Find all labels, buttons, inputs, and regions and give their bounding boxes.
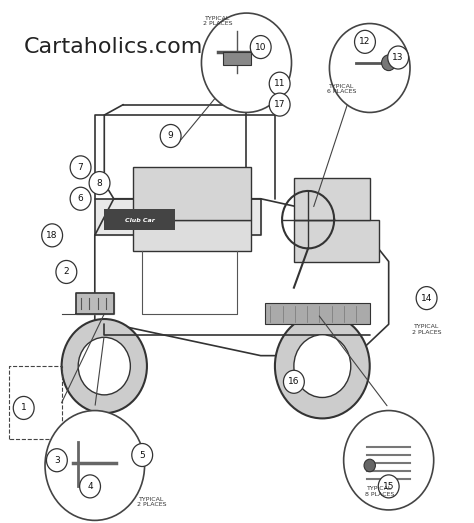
Text: 6: 6 (78, 194, 83, 203)
Text: TYPICAL
2 PLACES: TYPICAL 2 PLACES (203, 16, 233, 26)
Circle shape (355, 30, 375, 53)
Circle shape (42, 224, 63, 247)
Bar (294, 220, 379, 262)
Circle shape (78, 337, 130, 395)
Circle shape (13, 396, 34, 419)
Polygon shape (76, 293, 114, 314)
Text: TYPICAL
2 PLACES: TYPICAL 2 PLACES (137, 497, 166, 507)
Bar (133, 167, 251, 220)
Text: 4: 4 (87, 482, 93, 491)
Circle shape (201, 13, 292, 112)
Text: 15: 15 (383, 482, 394, 491)
Circle shape (62, 319, 147, 413)
Circle shape (294, 335, 351, 397)
Circle shape (364, 459, 375, 472)
Circle shape (416, 287, 437, 310)
Circle shape (269, 93, 290, 116)
Bar (133, 220, 251, 251)
Circle shape (132, 444, 153, 467)
Circle shape (344, 411, 434, 510)
Text: 10: 10 (255, 42, 266, 52)
Circle shape (46, 449, 67, 472)
Text: TYPICAL
8 PLACES: TYPICAL 8 PLACES (365, 486, 394, 497)
Text: 18: 18 (46, 231, 58, 240)
Circle shape (378, 475, 399, 498)
Circle shape (275, 314, 370, 418)
Text: 16: 16 (288, 377, 300, 386)
Text: 8: 8 (97, 178, 102, 188)
Text: 17: 17 (274, 100, 285, 109)
Text: TYPICAL
6 PLACES: TYPICAL 6 PLACES (327, 84, 356, 94)
Text: 2: 2 (64, 267, 69, 277)
Circle shape (160, 124, 181, 147)
Text: Club Car: Club Car (125, 218, 155, 223)
Polygon shape (95, 199, 261, 235)
Circle shape (269, 72, 290, 95)
Bar (265, 303, 370, 324)
Bar (294, 178, 370, 220)
Text: 12: 12 (359, 37, 371, 47)
Text: Cartaholics.com: Cartaholics.com (24, 37, 203, 56)
Circle shape (45, 411, 145, 520)
Circle shape (388, 46, 409, 69)
Circle shape (56, 260, 77, 283)
Bar (104, 209, 175, 230)
Text: 1: 1 (21, 403, 27, 413)
Text: 5: 5 (139, 450, 145, 460)
Circle shape (70, 187, 91, 210)
Circle shape (70, 156, 91, 179)
Text: 9: 9 (168, 131, 173, 141)
Bar (223, 52, 251, 65)
Text: 14: 14 (421, 293, 432, 303)
Circle shape (89, 172, 110, 195)
Circle shape (80, 475, 100, 498)
Text: 11: 11 (274, 79, 285, 88)
Circle shape (382, 55, 396, 71)
Text: TYPICAL
2 PLACES: TYPICAL 2 PLACES (412, 324, 441, 335)
Circle shape (283, 370, 304, 393)
Text: 3: 3 (54, 456, 60, 465)
Circle shape (329, 24, 410, 112)
Text: 7: 7 (78, 163, 83, 172)
Circle shape (250, 36, 271, 59)
Text: 13: 13 (392, 53, 404, 62)
